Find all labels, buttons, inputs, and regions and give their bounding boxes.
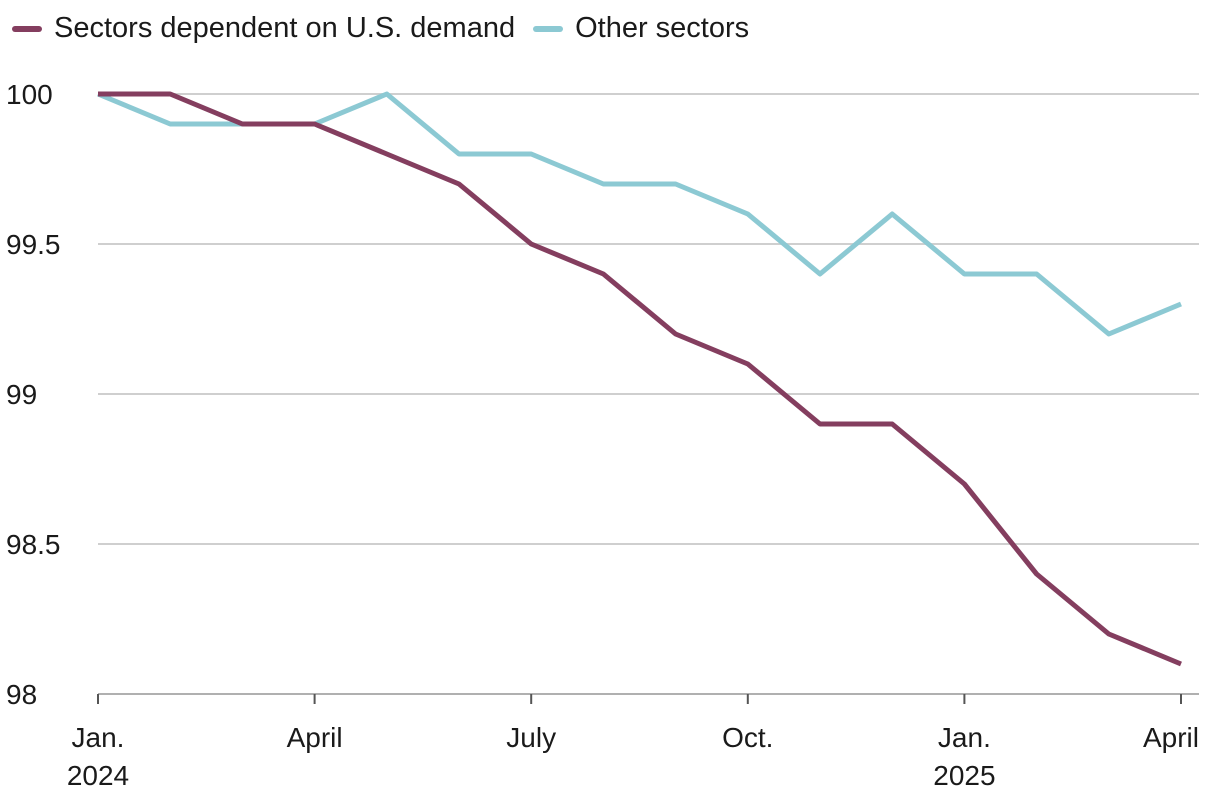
x-tick-label: Jan. <box>72 722 125 753</box>
y-tick-label: 99 <box>6 379 37 410</box>
x-tick-label: July <box>506 722 556 753</box>
series-line-us-demand <box>98 91 1182 667</box>
y-tick-label: 99.5 <box>6 229 61 260</box>
legend-item-us-demand: Sectors dependent on U.S. demand <box>12 14 515 43</box>
series-lines <box>97 91 1182 667</box>
legend-label-other: Other sectors <box>575 12 750 44</box>
x-tick-label: Oct. <box>722 722 773 753</box>
legend-label-us-demand: Sectors dependent on U.S. demand <box>54 12 516 44</box>
y-tick-label: 100 <box>6 79 53 110</box>
x-tick-label: April <box>1143 722 1199 753</box>
legend-swatch-us-demand <box>12 25 42 32</box>
y-tick-label: 98.5 <box>6 529 61 560</box>
y-axis-ticks: 98 98.5 99 99.5 100 <box>6 79 61 710</box>
x-axis: Jan. 2024 April July Oct. Jan. 2025 April <box>67 693 1199 791</box>
y-tick-label: 98 <box>6 679 37 710</box>
grid-lines <box>98 93 1199 545</box>
x-tick-label: 2025 <box>933 760 995 791</box>
x-tick-label: Jan. <box>938 722 991 753</box>
x-tick-label: 2024 <box>67 760 129 791</box>
x-tick-label: April <box>287 722 343 753</box>
legend-item-other: Other sectors <box>533 14 749 43</box>
legend-swatch-other <box>533 25 564 32</box>
series-line-other-sectors <box>97 91 1182 337</box>
legend: Sectors dependent on U.S. demand Other s… <box>12 14 749 43</box>
